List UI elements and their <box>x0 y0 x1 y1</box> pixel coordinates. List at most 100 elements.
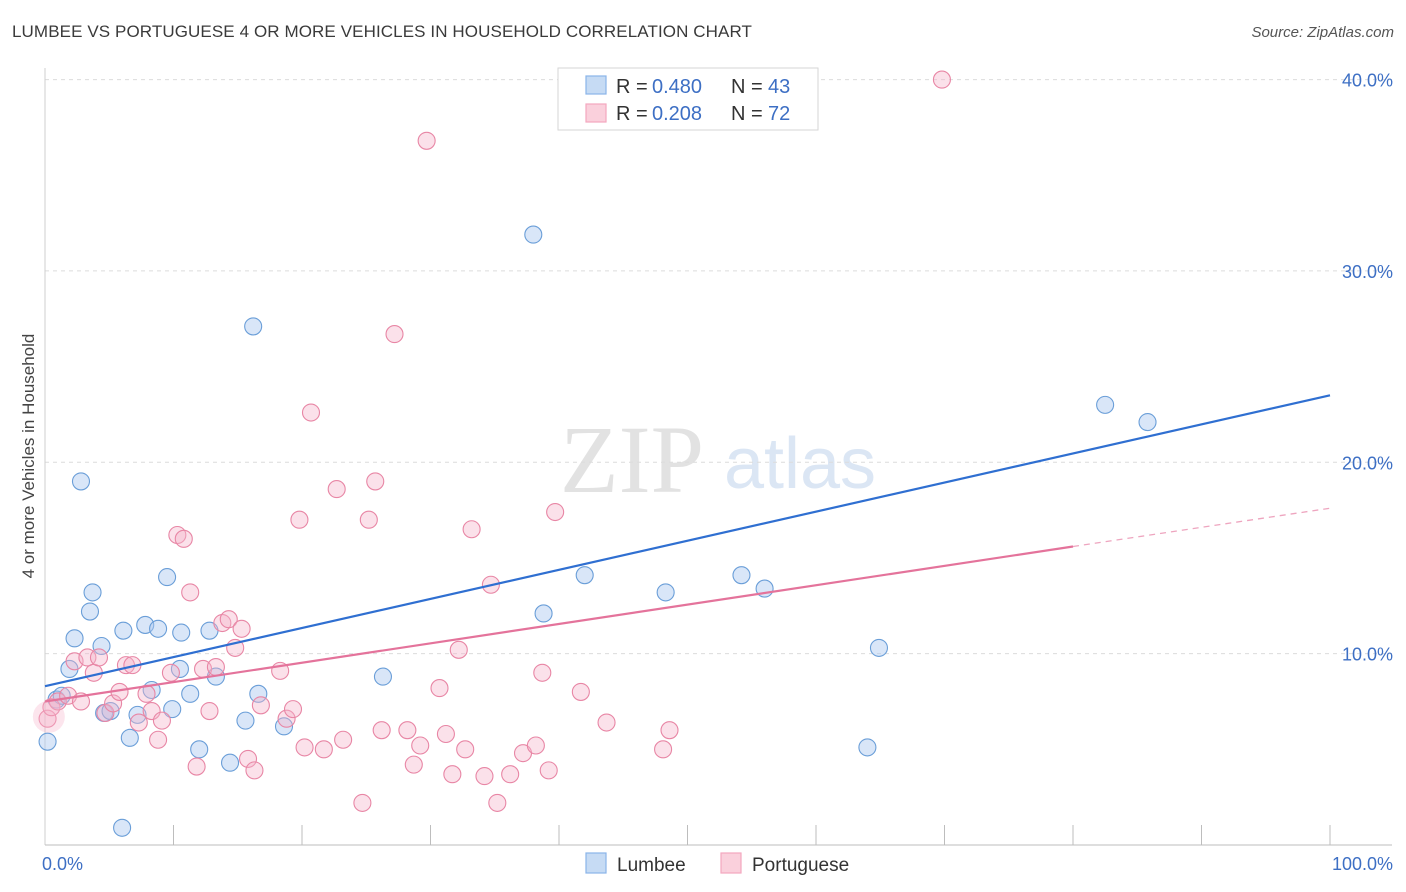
portuguese-trend-line-extension <box>1072 507 1331 548</box>
portuguese-point <box>385 325 404 344</box>
legend-r-label-2: R = <box>616 103 648 125</box>
portuguese-point <box>96 703 115 723</box>
lumbee-point <box>534 604 553 623</box>
lumbee-point <box>249 684 268 703</box>
x-tick-label-max: 100.0% <box>1332 854 1393 874</box>
source-label: Source: ZipAtlas.com <box>1251 24 1394 41</box>
legend-n-label-1: N = <box>731 76 763 98</box>
portuguese-point <box>219 610 238 629</box>
portuguese-point <box>327 480 346 499</box>
portuguese-point <box>283 700 303 719</box>
portuguese-point <box>238 749 258 768</box>
bottom-legend-portuguese: Portuguese <box>752 855 849 876</box>
lumbee-point <box>83 583 102 602</box>
lumbee-point <box>170 659 189 679</box>
portuguese-point <box>251 696 270 715</box>
portuguese-point <box>181 583 200 602</box>
legend-n-value-portuguese: 72 <box>768 103 790 125</box>
portuguese-point <box>411 736 430 755</box>
portuguese-point <box>533 663 552 682</box>
portuguese-point <box>436 724 455 744</box>
portuguese-point <box>443 765 462 784</box>
legend-swatch-lumbee <box>585 75 607 95</box>
portuguese-point <box>660 721 679 740</box>
tick-labels: 10.0% 20.0% 30.0% 40.0% 0.0% 100.0% <box>42 71 1393 874</box>
lumbee-point <box>524 225 543 244</box>
trend-lines <box>44 394 1331 703</box>
legend-r-value-portuguese: 0.208 <box>652 103 702 125</box>
lumbee-point <box>1096 395 1115 414</box>
portuguese-point <box>206 657 225 677</box>
portuguese-point <box>359 510 378 529</box>
portuguese-point <box>38 709 57 728</box>
lumbee-point <box>869 638 889 657</box>
chart-title: LUMBEE VS PORTUGUESE 4 OR MORE VEHICLES … <box>12 22 753 41</box>
portuguese-point <box>404 755 423 774</box>
lumbee-point <box>65 629 84 648</box>
lumbee-point <box>158 568 177 587</box>
portuguese-point <box>200 701 219 721</box>
portuguese-point <box>301 403 321 422</box>
portuguese-trend-line <box>44 545 1074 703</box>
watermark-zip: ZIP <box>560 406 704 513</box>
portuguese-point <box>475 767 494 786</box>
bottom-legend-swatch-lumbee <box>585 852 607 874</box>
bottom-legend: Lumbee Portuguese <box>585 852 849 876</box>
lumbee-point <box>220 753 240 772</box>
lumbee-point <box>128 705 147 724</box>
portuguese-point <box>449 640 468 659</box>
lumbee-point <box>181 684 200 703</box>
portuguese-point <box>334 730 353 749</box>
portuguese-point <box>295 738 314 757</box>
lumbee-point <box>92 636 111 656</box>
bottom-legend-lumbee: Lumbee <box>617 855 686 876</box>
lumbee-point <box>236 711 255 730</box>
gridlines <box>45 79 1392 655</box>
lumbee-point <box>575 566 594 585</box>
axes <box>44 68 1392 846</box>
portuguese-point <box>539 761 558 780</box>
legend-swatch-portuguese <box>585 103 607 123</box>
portuguese-point <box>232 619 251 638</box>
lumbee-point <box>244 317 263 336</box>
lumbee-point <box>38 732 57 751</box>
legend-r-value-lumbee: 0.480 <box>652 76 702 98</box>
lumbee-point <box>656 583 675 602</box>
portuguese-point <box>546 502 565 522</box>
x-tick-label-min: 0.0% <box>42 854 83 874</box>
portuguese-point <box>89 648 109 667</box>
portuguese-point <box>366 472 385 491</box>
portuguese-point <box>932 70 951 89</box>
portuguese-point <box>129 713 148 732</box>
y-tick-label: 20.0% <box>1342 453 1393 473</box>
bottom-legend-swatch-portuguese <box>720 852 742 874</box>
portuguese-point <box>462 520 481 539</box>
legend: R = 0.480 N = 43 R = 0.208 N = 72 <box>557 67 819 131</box>
lumbee-point <box>149 619 168 638</box>
portuguese-point <box>456 740 475 759</box>
lumbee-point <box>373 667 393 686</box>
lumbee-point <box>172 623 191 642</box>
portuguese-point <box>152 711 171 730</box>
portuguese-point <box>417 131 436 150</box>
portuguese-point <box>526 736 545 755</box>
portuguese-point <box>290 510 309 529</box>
portuguese-point <box>187 757 206 776</box>
y-tick-label: 10.0% <box>1342 645 1393 665</box>
lumbee-point <box>71 472 91 491</box>
y-tick-label: 40.0% <box>1342 71 1393 91</box>
y-axis-label: 4 or more Vehicles in Household <box>19 334 38 579</box>
lumbee-point <box>120 728 139 747</box>
y-tick-label: 30.0% <box>1342 262 1393 282</box>
lumbee-point <box>858 738 877 757</box>
portuguese-point <box>488 793 507 812</box>
portuguese-point <box>398 721 417 740</box>
lumbee-trend-line <box>44 394 1331 688</box>
lumbee-point <box>190 740 209 759</box>
portuguese-point <box>571 682 590 701</box>
portuguese-point <box>104 694 123 713</box>
portuguese-point <box>277 709 296 728</box>
legend-r-label-1: R = <box>616 76 648 98</box>
data-points <box>32 70 1157 837</box>
